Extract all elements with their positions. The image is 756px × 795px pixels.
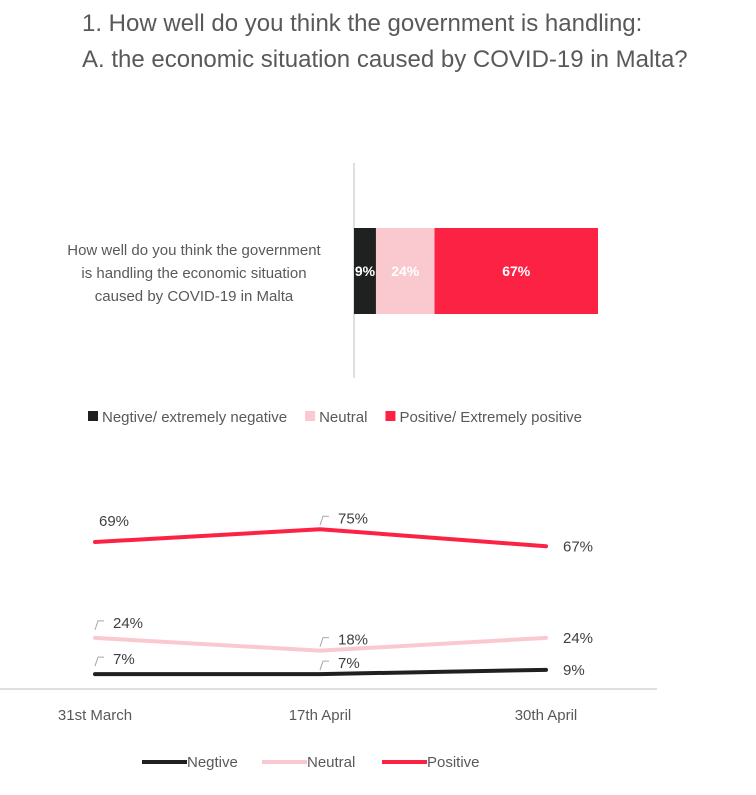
bar-legend-swatch-1 xyxy=(305,411,316,421)
line-series-1 xyxy=(93,635,548,653)
line-label-leader xyxy=(94,620,104,631)
bar-segment-0 xyxy=(354,228,376,314)
bar-segment-1 xyxy=(375,228,435,314)
line-data-label: 18% xyxy=(338,632,368,649)
line-data-label: 24% xyxy=(113,615,143,632)
line-data-label: 7% xyxy=(113,651,135,668)
bar-legend-swatch-2 xyxy=(385,411,396,421)
bar-category-label: is handling the economic situation xyxy=(81,265,306,282)
bar-category-label: How well do you think the government xyxy=(67,242,321,259)
line-x-tick-label: 30th April xyxy=(515,707,578,724)
bar-segment-2 xyxy=(434,228,598,314)
bar-legend-label: Neutral xyxy=(319,409,367,426)
chart-title-line-2: A. the economic situation caused by COVI… xyxy=(82,46,688,73)
bar-data-label: 24% xyxy=(391,263,420,279)
line-data-label: 24% xyxy=(563,630,593,647)
line-series-0 xyxy=(93,667,548,677)
line-data-label: 9% xyxy=(563,662,585,679)
line-data-label: 75% xyxy=(338,510,368,527)
line-x-tick-label: 17th April xyxy=(289,707,352,724)
bar-legend-swatch-0 xyxy=(88,411,98,421)
bar-data-label: 9% xyxy=(355,263,376,279)
line-label-leader xyxy=(319,637,329,647)
line-label-leader xyxy=(319,515,329,526)
line-data-label: 7% xyxy=(338,655,360,672)
line-label-leader xyxy=(319,660,329,671)
line-legend-label: Neutral xyxy=(307,754,355,771)
line-legend-label: Negtive xyxy=(187,754,238,771)
bar-legend-label: Negtive/ extremely negative xyxy=(102,409,287,426)
line-legend-label: Positive xyxy=(427,754,480,771)
bar-legend-label: Positive/ Extremely positive xyxy=(399,409,582,426)
line-data-label: 67% xyxy=(563,538,593,555)
line-data-label: 69% xyxy=(99,513,129,530)
line-label-leader xyxy=(94,656,104,667)
bar-data-label: 67% xyxy=(502,263,531,279)
line-x-tick-label: 31st March xyxy=(58,707,132,724)
chart-title-line-1: 1. How well do you think the government … xyxy=(82,10,643,37)
line-series-2 xyxy=(93,527,548,549)
bar-category-label: caused by COVID-19 in Malta xyxy=(95,288,294,305)
